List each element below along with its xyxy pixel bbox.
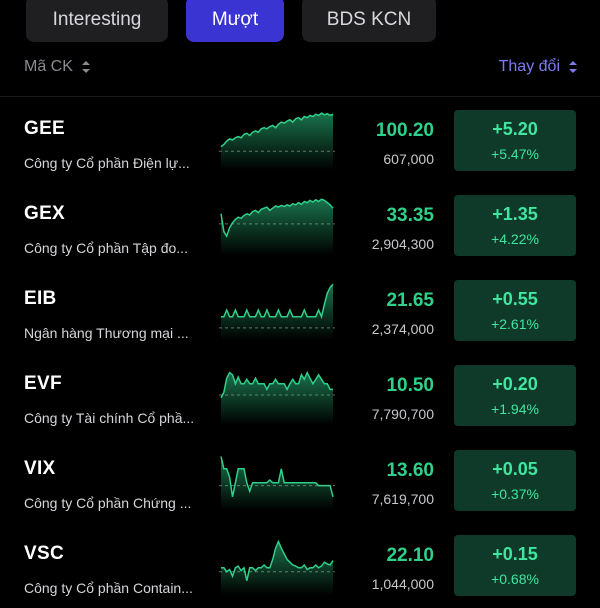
change-value: +5.20 bbox=[492, 119, 538, 139]
sort-updown-icon bbox=[81, 61, 90, 73]
trade-volume: 2,374,000 bbox=[371, 321, 434, 337]
sparkline-area bbox=[221, 284, 333, 340]
sparkline-area bbox=[221, 199, 333, 255]
stock-ticker: GEX bbox=[24, 203, 66, 224]
header-divider bbox=[0, 96, 600, 97]
sparkline-chart bbox=[219, 456, 335, 510]
company-name: Ngân hàng Thương mại ... bbox=[24, 325, 189, 341]
change-value: +0.15 bbox=[492, 544, 538, 564]
stock-ticker: EIB bbox=[24, 288, 57, 309]
stock-ticker: VSC bbox=[24, 543, 64, 564]
change-percent: +2.61% bbox=[491, 316, 539, 332]
change-value: +0.05 bbox=[492, 459, 538, 479]
sparkline-line bbox=[220, 456, 334, 497]
sort-by-ticker[interactable]: Mã CK bbox=[24, 58, 91, 76]
change-percent: +1.94% bbox=[491, 401, 539, 417]
stock-price: 13.60 bbox=[386, 460, 434, 481]
watchlist-tabs: Interesting Mượt BDS KCN bbox=[0, 0, 600, 42]
sparkline-line bbox=[220, 112, 334, 148]
company-name: Công ty Cổ phần Tập đo... bbox=[24, 240, 188, 256]
change-badge[interactable]: +0.05 +0.37% bbox=[454, 450, 576, 511]
stock-row[interactable]: EVF Công ty Tài chính Cổ phầ... 10.50 7,… bbox=[0, 353, 600, 438]
sparkline-line bbox=[221, 539, 334, 581]
stock-price: 22.10 bbox=[386, 545, 434, 566]
trade-volume: 7,619,700 bbox=[371, 491, 434, 507]
change-badge[interactable]: +0.55 +2.61% bbox=[454, 280, 576, 341]
company-name: Công ty Cổ phần Điện lự... bbox=[24, 155, 190, 171]
ticker-column-label: Mã CK bbox=[24, 58, 73, 75]
sparkline-line bbox=[220, 370, 333, 399]
tab-bds-kcn[interactable]: BDS KCN bbox=[302, 0, 436, 42]
change-percent: +0.37% bbox=[491, 486, 539, 502]
sparkline-line bbox=[221, 283, 334, 320]
stock-row[interactable]: VIX Công ty Cổ phần Chứng ... 13.60 7,61… bbox=[0, 438, 600, 523]
trade-volume: 7,790,700 bbox=[371, 406, 434, 422]
sparkline-chart bbox=[219, 539, 335, 595]
change-column-label: Thay đổi bbox=[498, 58, 560, 75]
trade-volume: 607,000 bbox=[383, 151, 434, 167]
stock-price: 100.20 bbox=[375, 120, 434, 141]
stock-price: 10.50 bbox=[386, 375, 434, 396]
stock-ticker: GEE bbox=[24, 118, 66, 139]
change-badge[interactable]: +1.35 +4.22% bbox=[454, 195, 576, 256]
company-name: Công ty Tài chính Cổ phầ... bbox=[24, 410, 195, 426]
trade-volume: 1,044,000 bbox=[371, 576, 434, 592]
stock-price: 33.35 bbox=[386, 205, 434, 226]
sort-by-change[interactable]: Thay đổi bbox=[499, 58, 578, 76]
sparkline-area bbox=[221, 541, 333, 595]
stock-ticker: VIX bbox=[24, 458, 56, 479]
list-header: Mã CK Thay đổi bbox=[0, 56, 600, 84]
sparkline-chart bbox=[219, 370, 335, 425]
stock-ticker: EVF bbox=[24, 373, 62, 394]
change-badge[interactable]: +0.15 +0.68% bbox=[454, 535, 576, 596]
change-badge[interactable]: +5.20 +5.47% bbox=[454, 110, 576, 171]
sparkline-area bbox=[221, 372, 333, 425]
change-value: +0.55 bbox=[492, 289, 538, 309]
change-percent: +4.22% bbox=[491, 231, 539, 247]
sparkline-chart bbox=[219, 283, 335, 340]
stock-row[interactable]: GEX Công ty Cổ phần Tập đo... 33.35 2,90… bbox=[0, 183, 600, 268]
trade-volume: 2,904,300 bbox=[371, 236, 434, 252]
change-badge[interactable]: +0.20 +1.94% bbox=[454, 365, 576, 426]
stock-row[interactable]: EIB Ngân hàng Thương mại ... 21.65 2,374… bbox=[0, 268, 600, 353]
sparkline-line bbox=[220, 198, 334, 238]
sort-updown-icon bbox=[569, 61, 577, 73]
tab-muot[interactable]: Mượt bbox=[186, 0, 284, 42]
sparkline-chart bbox=[219, 198, 335, 255]
stock-price: 21.65 bbox=[386, 290, 434, 311]
change-percent: +0.68% bbox=[491, 571, 539, 587]
company-name: Công ty Cổ phần Contain... bbox=[24, 580, 193, 596]
change-percent: +5.47% bbox=[491, 146, 539, 162]
sparkline-area bbox=[221, 113, 333, 170]
tab-interesting[interactable]: Interesting bbox=[26, 0, 168, 42]
company-name: Công ty Cổ phần Chứng ... bbox=[24, 495, 192, 511]
change-value: +1.35 bbox=[492, 204, 538, 224]
stock-row[interactable]: GEE Công ty Cổ phần Điện lự... 100.20 60… bbox=[0, 98, 600, 183]
stock-row[interactable]: VSC Công ty Cổ phần Contain... 22.10 1,0… bbox=[0, 523, 600, 608]
change-value: +0.20 bbox=[492, 374, 538, 394]
sparkline-chart bbox=[219, 112, 335, 170]
